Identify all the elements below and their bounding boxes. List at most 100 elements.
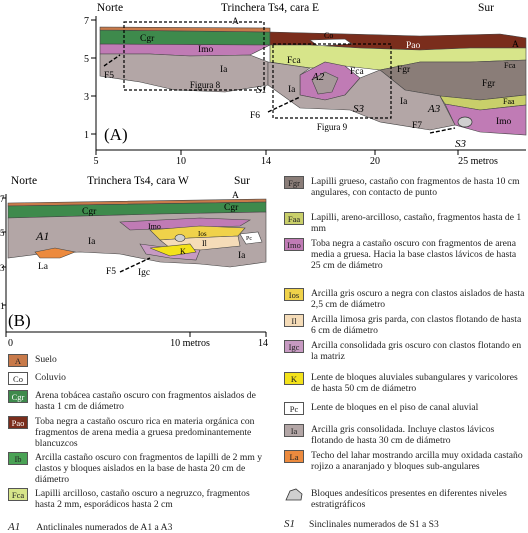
legend-text: Techo del lahar mostrando arcilla muy ox… — [311, 450, 523, 472]
label-ia-3: Ia — [400, 97, 408, 107]
figura8-label: Figura 8 — [190, 80, 221, 90]
panel-a-section: Trinchera Ts4, cara E Norte Sur 7 5 3 1 … — [84, 2, 527, 165]
legend-text: Lente de bloques en el piso de canal alu… — [311, 402, 479, 413]
label-ia-2: Ia — [288, 85, 296, 95]
legend-item-co: Co Coluvio — [8, 372, 66, 385]
legend-swatch: Pao — [8, 416, 28, 429]
panel-b-label: (B) — [8, 311, 31, 330]
label-b-k: K — [180, 247, 186, 256]
label-b-cgr-2: Cgr — [224, 203, 239, 213]
legend-text: Arcilla gris consolidada. Incluye clasto… — [311, 424, 495, 446]
legend-item-il: Il Arcilla limosa gris parda, con clasto… — [284, 314, 526, 336]
panel-b-norte: Norte — [11, 175, 37, 187]
legend-item-ios: Ios Arcilla gris oscuro a negra con clas… — [284, 288, 526, 310]
label-fgr-1: Fgr — [397, 65, 411, 75]
panel-b-x-tick: 10 metros — [170, 338, 210, 349]
note-sinclinales: S1 Sinclinales numerados de S1 a S3 — [284, 518, 526, 531]
note-a1-code: A1 — [8, 521, 21, 533]
label-b-ia-1: Ia — [88, 237, 96, 247]
legend-item-ib: Ib Arcilla castaño oscuro con fragmentos… — [8, 452, 270, 485]
panel-b-title: Trinchera Ts4, cara W — [87, 175, 189, 187]
legend-item-k: K Lente de bloques aluviales subangulare… — [284, 372, 526, 394]
unit-b-imo — [119, 217, 252, 231]
legend-swatch: Faa — [284, 212, 304, 225]
legend-swatch: Ios — [284, 288, 304, 301]
legend-text: Lapilli, areno-arcilloso, castaño, fragm… — [311, 212, 522, 234]
panel-a-sur: Sur — [478, 2, 494, 14]
unit-b-k — [149, 243, 197, 257]
label-a3: A3 — [427, 103, 441, 115]
panel-a-title: Trinchera Ts4, cara E — [221, 2, 319, 14]
note-s1-code: S1 — [284, 518, 295, 530]
panel-b-y-tick: 3 — [0, 263, 5, 273]
label-b-igc: Igc — [138, 268, 150, 278]
legend-item-bloques: Bloques andesíticos presentes en diferen… — [284, 488, 526, 510]
panel-a-y-tick: 3 — [84, 92, 89, 103]
legend-swatch: Pc — [284, 402, 304, 415]
legend-swatch: K — [284, 372, 304, 385]
label-a2: A2 — [311, 71, 325, 83]
unit-a2-core — [311, 71, 339, 95]
legend-swatch: Il — [284, 314, 304, 327]
legend-swatch: Imo — [284, 238, 304, 251]
label-b-ia-2: Ia — [238, 251, 246, 261]
label-imo: Imo — [198, 45, 214, 55]
legend-text: Lapilli grueso, castaño con fragmentos d… — [311, 176, 520, 198]
label-a: A — [512, 40, 519, 50]
note-anticlinales: A1 Anticlinales numerados de A1 a A3 — [8, 522, 270, 533]
legend-swatch: Fca — [8, 488, 28, 501]
panel-a-x-axis: 5 10 14 20 25 metros — [94, 149, 526, 165]
panel-a-x-tick: 14 — [261, 156, 271, 165]
legend-swatch: Ib — [8, 452, 28, 465]
unit-b-la — [34, 247, 77, 259]
legend-text: Lente de bloques aluviales subangulares … — [311, 372, 518, 394]
legend-item-cgr: Cgr Arena tobácea castaño oscuro con fra… — [8, 390, 270, 412]
legend-text: Arcilla limosa gris parda, con clastos f… — [311, 314, 522, 336]
unit-ia-mid — [267, 61, 456, 131]
label-b-la: La — [38, 262, 49, 272]
label-fca-1: Fca — [287, 56, 302, 66]
legend-item-fca: Fca Lapilli arcilloso, castaño oscuro a … — [8, 488, 270, 510]
label-cgr: Cgr — [140, 34, 155, 44]
label-s1: S1 — [256, 84, 267, 96]
unit-cgr — [99, 29, 271, 46]
faults — [103, 54, 456, 134]
legend-swatch: Co — [8, 372, 28, 385]
andesitic-block-icon — [285, 488, 303, 501]
label-faa: Faa — [503, 97, 515, 106]
note-a1-text: Anticlinales numerados de A1 a A3 — [36, 522, 173, 533]
label-f7: F7 — [412, 121, 422, 131]
legend-text: Suelo — [35, 354, 57, 365]
legend-text: Arcilla gris oscuro a negra con clastos … — [311, 288, 525, 310]
label-b-pc: Pc — [246, 236, 252, 242]
figura9-label: Figura 9 — [317, 122, 348, 132]
label-pao: Pao — [406, 41, 421, 51]
legend-swatch: A — [8, 354, 28, 367]
label-a-top: A — [232, 17, 239, 27]
figura8-box — [123, 21, 265, 91]
legend-text: Arcilla castaño oscuro con fragmentos de… — [35, 452, 262, 485]
label-b-il: Il — [202, 239, 208, 248]
label-s3-b: S3 — [455, 138, 467, 150]
legend-swatch: La — [284, 450, 304, 463]
label-b-f5: F5 — [106, 267, 116, 277]
label-fca-2: Fca — [350, 67, 365, 77]
panel-a-y-tick: 7 — [84, 16, 89, 27]
figura9-box — [272, 43, 392, 119]
panel-a-units — [99, 26, 527, 136]
label-ia: Ia — [220, 65, 228, 75]
panel-a-label: (A) — [104, 125, 128, 144]
legend-text: Bloques andesíticos presentes en diferen… — [311, 488, 507, 510]
legend-swatch: Ia — [284, 424, 304, 437]
panel-b-y-tick: 7 — [0, 194, 5, 204]
andesitic-block-b — [174, 234, 186, 242]
unit-ia-left — [99, 53, 269, 93]
panel-a-y-tick: 1 — [84, 130, 89, 141]
legend-item-ia: Ia Arcilla gris consolidada. Incluye cla… — [284, 424, 526, 446]
label-b-cgr-1: Cgr — [82, 207, 97, 217]
legend-right: Fgr Lapilli grueso, castaño con fragment… — [284, 176, 526, 524]
label-b-a1: A1 — [35, 229, 49, 243]
panel-b-y-axis: 7 5 3 1 — [0, 194, 7, 332]
fault-b — [119, 257, 151, 273]
panel-b-x-tick: 0 — [8, 338, 13, 349]
